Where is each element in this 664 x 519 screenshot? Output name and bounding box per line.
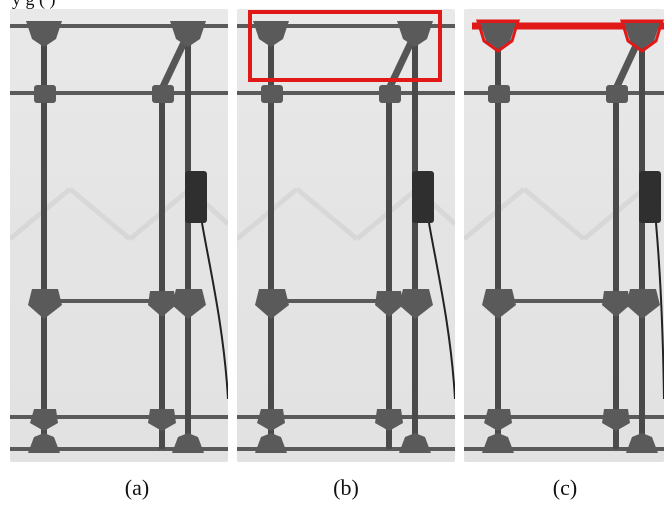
- panel-a-photo: [10, 9, 228, 462]
- caption-b: (b): [333, 475, 359, 500]
- frame-structure-photo-a: [10, 9, 228, 462]
- highlight-joints: [475, 19, 664, 53]
- panel-c-photo: [464, 9, 664, 462]
- partial-caption-text: y g ( ): [12, 0, 56, 10]
- caption-a: (a): [124, 475, 150, 500]
- frame-structure-photo-b: [237, 9, 455, 462]
- panel-b-photo: [237, 9, 455, 462]
- caption-c: (c): [552, 475, 578, 500]
- frame-structure-photo-c: [464, 9, 664, 462]
- highlight-box: [248, 10, 442, 82]
